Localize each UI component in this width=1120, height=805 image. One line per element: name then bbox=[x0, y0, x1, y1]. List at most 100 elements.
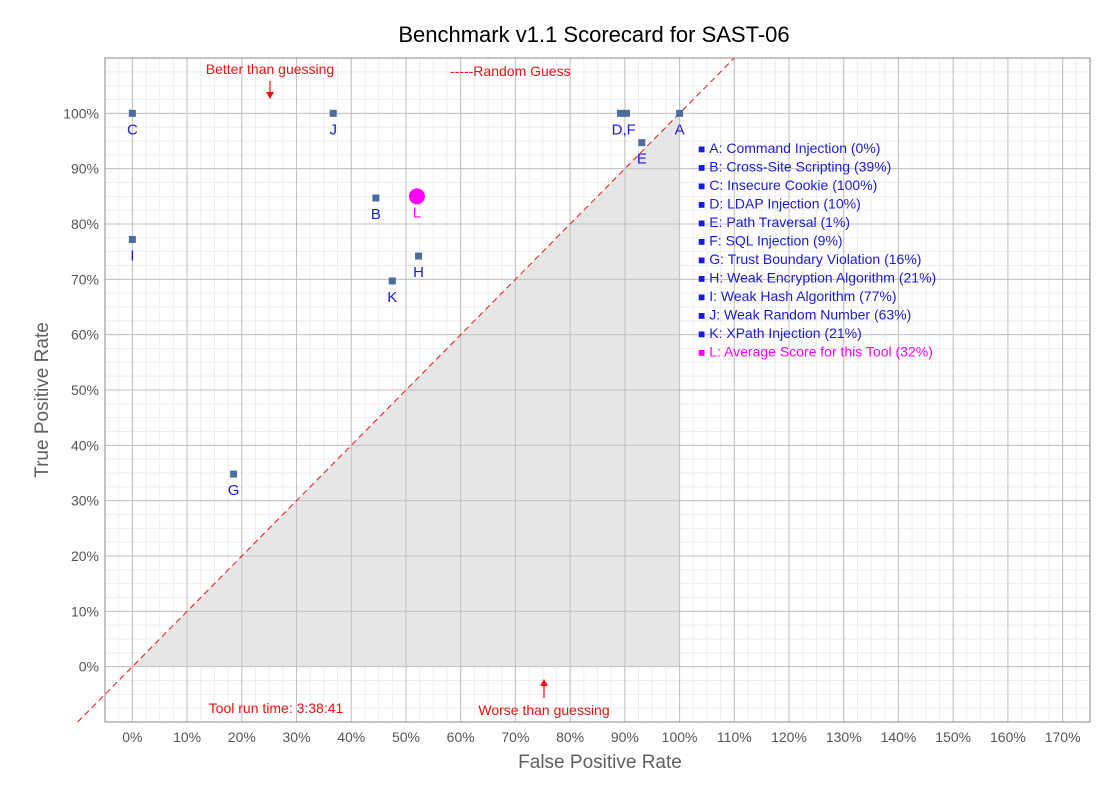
x-tick-label: 0% bbox=[122, 729, 142, 745]
point-label: A bbox=[675, 121, 685, 138]
data-point-h bbox=[415, 252, 423, 260]
x-tick-label: 140% bbox=[881, 729, 917, 745]
better-than-guessing-label: Better than guessing bbox=[206, 61, 334, 77]
legend-text: D: LDAP Injection (10%) bbox=[709, 196, 860, 212]
data-point-c bbox=[128, 109, 136, 117]
y-tick-label: 40% bbox=[71, 437, 99, 453]
legend-marker: ■ bbox=[698, 272, 705, 286]
legend-text: H: Weak Encryption Algorithm (21%) bbox=[709, 270, 936, 286]
chart-title: Benchmark v1.1 Scorecard for SAST-06 bbox=[398, 22, 789, 47]
x-tick-label: 160% bbox=[990, 729, 1026, 745]
data-point-b bbox=[372, 194, 380, 202]
legend-item: ■ B: Cross-Site Scripting (39%) bbox=[698, 159, 891, 175]
data-point-g bbox=[230, 470, 238, 478]
legend-text: A: Command Injection (0%) bbox=[709, 140, 880, 156]
y-tick-label: 30% bbox=[71, 493, 99, 509]
random-guess-legend: -----Random Guess bbox=[450, 63, 571, 79]
major-grid bbox=[105, 58, 1090, 722]
y-tick-label: 90% bbox=[71, 161, 99, 177]
legend-text: J: Weak Random Number (63%) bbox=[709, 307, 911, 323]
x-tick-label: 20% bbox=[228, 729, 256, 745]
x-tick-label: 90% bbox=[611, 729, 639, 745]
x-axis-title: False Positive Rate bbox=[518, 752, 682, 773]
average-score-label: L bbox=[413, 204, 421, 221]
data-point-i bbox=[128, 235, 136, 243]
better-arrow bbox=[266, 81, 274, 99]
data-point-f bbox=[623, 109, 631, 117]
tool-run-time: Tool run time: 3:38:41 bbox=[209, 700, 344, 716]
legend-item: ■ C: Insecure Cookie (100%) bbox=[698, 177, 877, 193]
y-tick-label: 20% bbox=[71, 548, 99, 564]
x-tick-label: 100% bbox=[662, 729, 698, 745]
data-point-d bbox=[616, 109, 624, 117]
legend-marker: ■ bbox=[698, 142, 705, 156]
legend-text: K: XPath Injection (21%) bbox=[709, 325, 862, 341]
legend-marker: ■ bbox=[698, 327, 705, 341]
point-label: E bbox=[637, 151, 647, 168]
legend-item: ■ F: SQL Injection (9%) bbox=[698, 233, 843, 249]
x-tick-label: 60% bbox=[447, 729, 475, 745]
y-tick-label: 10% bbox=[71, 603, 99, 619]
legend-item: ■ K: XPath Injection (21%) bbox=[698, 325, 862, 341]
category-legend: ■ A: Command Injection (0%) ■ B: Cross-Site… bbox=[698, 140, 936, 360]
average-score-marker bbox=[408, 188, 425, 205]
y-tick-label: 0% bbox=[79, 659, 99, 675]
data-point-a bbox=[676, 109, 684, 117]
x-tick-label: 110% bbox=[717, 729, 752, 745]
legend-item: ■ H: Weak Encryption Algorithm (21%) bbox=[698, 270, 936, 286]
plot-area bbox=[77, 57, 1091, 723]
x-axis-ticks: 0% 10% 20% 30% 40% 50% 60% 70% 80% 90% 100% 110% 120… bbox=[122, 729, 1080, 745]
legend-marker: ■ bbox=[698, 253, 705, 267]
x-tick-label: 30% bbox=[283, 729, 311, 745]
point-label: G bbox=[228, 482, 240, 499]
y-tick-label: 60% bbox=[71, 327, 99, 343]
data-point-k bbox=[388, 277, 396, 285]
legend-marker: ■ bbox=[698, 235, 705, 249]
legend-marker: ■ bbox=[698, 309, 705, 323]
x-tick-label: 70% bbox=[501, 729, 529, 745]
legend-text: I: Weak Hash Algorithm (77%) bbox=[709, 288, 896, 304]
y-tick-label: 70% bbox=[71, 271, 99, 287]
point-label: C bbox=[127, 121, 138, 138]
legend-text: C: Insecure Cookie (100%) bbox=[709, 177, 877, 193]
legend-item: ■ G: Trust Boundary Violation (16%) bbox=[698, 251, 921, 267]
legend-marker: ■ bbox=[698, 179, 705, 193]
x-tick-label: 130% bbox=[826, 729, 862, 745]
x-tick-label: 80% bbox=[556, 729, 584, 745]
legend-item: ■ I: Weak Hash Algorithm (77%) bbox=[698, 288, 897, 304]
legend-text: B: Cross-Site Scripting (39%) bbox=[709, 159, 891, 175]
legend-item: ■ L: Average Score for this Tool (32%) bbox=[698, 344, 933, 360]
legend-item: ■ E: Path Traversal (1%) bbox=[698, 214, 850, 230]
legend-item: ■ D: LDAP Injection (10%) bbox=[698, 196, 861, 212]
worse-arrow bbox=[540, 679, 548, 698]
y-tick-label: 100% bbox=[63, 105, 99, 121]
point-label: B bbox=[371, 206, 381, 223]
x-tick-label: 170% bbox=[1045, 729, 1081, 745]
legend-text: F: SQL Injection (9%) bbox=[709, 233, 842, 249]
data-point-j bbox=[329, 109, 337, 117]
x-tick-label: 150% bbox=[935, 729, 971, 745]
point-label: J bbox=[329, 121, 337, 138]
y-axis-title: True Positive Rate bbox=[32, 322, 53, 478]
legend-marker: ■ bbox=[698, 346, 705, 360]
legend-text: E: Path Traversal (1%) bbox=[709, 214, 850, 230]
legend-text: L: Average Score for this Tool (32%) bbox=[709, 344, 933, 360]
point-label: I bbox=[130, 247, 134, 264]
legend-item: ■ A: Command Injection (0%) bbox=[698, 140, 880, 156]
y-axis-ticks: 0% 10% 20% 30% 40% 50% 60% 70% 80% 90% 100% bbox=[63, 105, 99, 674]
legend-marker: ■ bbox=[698, 216, 705, 230]
x-tick-label: 50% bbox=[392, 729, 420, 745]
legend-text: G: Trust Boundary Violation (16%) bbox=[709, 251, 921, 267]
legend-marker: ■ bbox=[698, 290, 705, 304]
legend-marker: ■ bbox=[698, 161, 705, 175]
x-tick-label: 120% bbox=[771, 729, 807, 745]
x-tick-label: 10% bbox=[173, 729, 201, 745]
data-points bbox=[128, 109, 684, 478]
point-label: D,F bbox=[612, 121, 636, 138]
point-labels: C J D,F A E B I HK G bbox=[127, 121, 685, 499]
worse-than-guessing-label: Worse than guessing bbox=[478, 702, 609, 718]
y-tick-label: 50% bbox=[71, 382, 99, 398]
data-point-e bbox=[638, 139, 646, 147]
point-label: H bbox=[413, 264, 424, 281]
